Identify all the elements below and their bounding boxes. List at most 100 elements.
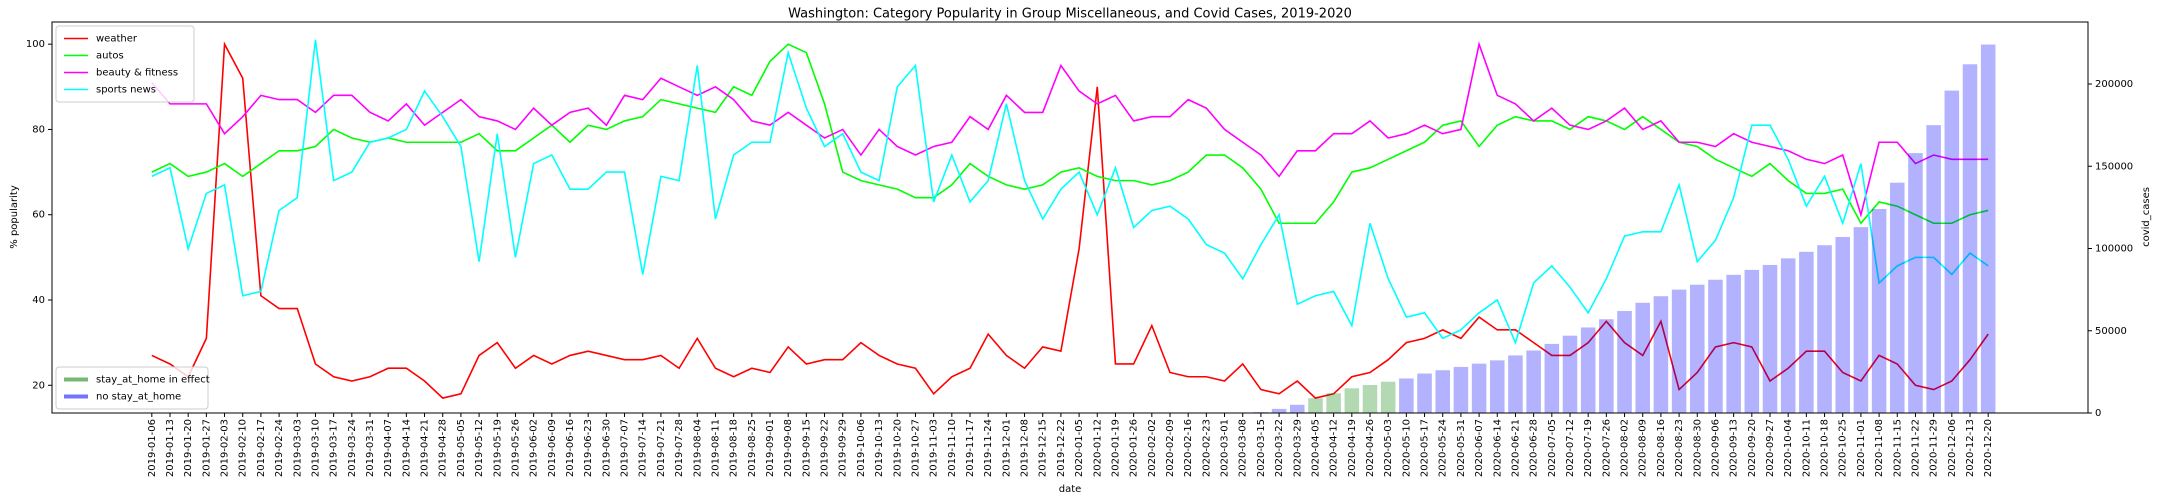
x-tick-label: 2019-04-28 bbox=[438, 419, 449, 477]
x-tick-label: 2019-03-31 bbox=[365, 419, 376, 477]
x-tick-label: 2019-12-08 bbox=[1020, 419, 1031, 477]
x-tick-label: 2019-03-17 bbox=[329, 419, 340, 477]
x-tick-label: 2020-03-08 bbox=[1238, 419, 1249, 477]
x-tick-label: 2019-08-25 bbox=[747, 419, 758, 477]
x-tick-label: 2019-08-18 bbox=[729, 419, 740, 477]
line-series bbox=[151, 41, 1989, 218]
x-tick-label: 2019-07-21 bbox=[656, 419, 667, 477]
bar bbox=[1453, 366, 1469, 413]
y2-axis-label: covid_cases bbox=[2141, 187, 2152, 247]
x-tick-label: 2020-04-19 bbox=[1347, 419, 1358, 477]
x-tick-label: 2020-11-01 bbox=[1856, 419, 1867, 477]
x-tick-label: 2019-02-17 bbox=[256, 419, 267, 477]
x-tick-label: 2019-11-24 bbox=[983, 419, 994, 477]
y2-tick-label: 100000 bbox=[2095, 244, 2133, 255]
chart-title: Washington: Category Popularity in Group… bbox=[788, 7, 1352, 22]
x-tick-label: 2019-06-02 bbox=[529, 419, 540, 477]
x-tick-label: 2020-11-08 bbox=[1874, 419, 1885, 477]
x-tick-label: 2020-06-07 bbox=[1474, 419, 1485, 477]
bar bbox=[1580, 327, 1596, 413]
bar bbox=[1799, 251, 1814, 413]
x-tick-label: 2020-11-29 bbox=[1929, 419, 1940, 477]
x-tick-label: 2020-03-29 bbox=[1292, 419, 1303, 477]
x-tick-label: 2019-09-08 bbox=[783, 419, 794, 477]
x-tick-label: 2019-01-13 bbox=[165, 419, 176, 477]
x-tick-label: 2020-12-13 bbox=[1965, 419, 1976, 477]
x-tick-label: 2020-05-03 bbox=[1383, 419, 1394, 477]
x-tick-label: 2019-11-10 bbox=[947, 419, 958, 477]
plot-area bbox=[151, 39, 1996, 414]
x-tick-label: 2020-08-02 bbox=[1620, 419, 1631, 477]
x-tick-label: 2019-06-09 bbox=[547, 419, 558, 477]
x-tick-label: 2019-05-05 bbox=[456, 419, 467, 477]
bar bbox=[1890, 182, 1905, 413]
x-tick-label: 2019-04-14 bbox=[401, 419, 412, 477]
bar bbox=[1835, 236, 1850, 413]
bar bbox=[1308, 398, 1323, 413]
x-tick-label: 2019-05-26 bbox=[510, 419, 521, 477]
x-tick-label: 2020-10-18 bbox=[1820, 419, 1831, 477]
bar bbox=[1417, 373, 1432, 413]
x-tick-label: 2020-08-30 bbox=[1692, 419, 1703, 477]
bar bbox=[1635, 302, 1650, 413]
bar bbox=[1708, 279, 1723, 413]
x-tick-label: 2020-09-20 bbox=[1747, 419, 1758, 477]
x-tick-label: 2020-04-12 bbox=[1329, 419, 1340, 477]
x-tick-label: 2020-09-06 bbox=[1710, 419, 1721, 477]
bar bbox=[1962, 64, 1978, 413]
x-tick-label: 2020-07-12 bbox=[1565, 419, 1576, 477]
bar bbox=[1471, 363, 1487, 413]
x-tick-label: 2020-10-11 bbox=[1801, 419, 1812, 477]
x-tick-label: 2020-02-16 bbox=[1183, 419, 1194, 477]
bar bbox=[1762, 264, 1778, 413]
x-tick-label: 2019-11-03 bbox=[929, 419, 940, 477]
x-tick-label: 2019-12-01 bbox=[1001, 419, 1012, 477]
y-tick-label: 80 bbox=[32, 124, 45, 135]
x-tick-label: 2019-08-11 bbox=[710, 419, 721, 477]
x-tick-label: 2020-11-22 bbox=[1910, 419, 1921, 477]
x-tick-label: 2020-02-09 bbox=[1165, 419, 1176, 477]
y-axis-label: % popularity bbox=[9, 185, 20, 249]
x-tick-label: 2020-08-23 bbox=[1674, 419, 1685, 477]
y2-tick-label: 200000 bbox=[2095, 79, 2133, 90]
bar bbox=[1490, 360, 1505, 413]
x-tick-label: 2020-05-31 bbox=[1456, 419, 1467, 477]
x-tick-label: 2020-06-14 bbox=[1492, 419, 1503, 477]
bar bbox=[1271, 408, 1287, 413]
y-tick-label: 20 bbox=[32, 380, 45, 391]
x-tick-label: 2020-08-16 bbox=[1656, 419, 1667, 477]
x-tick-label: 2020-05-17 bbox=[1420, 419, 1431, 477]
x-tick-label: 2020-07-19 bbox=[1583, 419, 1594, 477]
bar bbox=[1562, 335, 1578, 413]
x-tick-label: 2019-06-30 bbox=[601, 419, 612, 477]
x-tick-label: 2020-03-22 bbox=[1274, 419, 1285, 477]
axes-frame bbox=[51, 21, 2089, 414]
x-tick-label: 2020-07-26 bbox=[1601, 419, 1612, 477]
bar bbox=[1362, 385, 1378, 413]
bar bbox=[1853, 227, 1869, 413]
x-tick-label: 2019-09-01 bbox=[765, 419, 776, 477]
x-tick-label: 2020-02-02 bbox=[1147, 419, 1158, 477]
x-tick-label: 2019-05-12 bbox=[474, 419, 485, 477]
x-tick-label: 2019-11-17 bbox=[965, 419, 976, 477]
bar bbox=[1326, 393, 1341, 413]
x-tick-label: 2020-02-23 bbox=[1201, 419, 1212, 477]
bar bbox=[1399, 378, 1414, 413]
legend-label: beauty & fitness bbox=[96, 68, 178, 79]
x-tick-label: 2020-09-13 bbox=[1729, 419, 1740, 477]
x-tick-label: 2019-03-03 bbox=[292, 419, 303, 477]
line-series bbox=[151, 41, 1989, 399]
x-tick-label: 2019-08-04 bbox=[692, 419, 703, 477]
bar bbox=[1508, 355, 1523, 413]
x-tick-label: 2019-09-29 bbox=[838, 419, 849, 477]
x-tick-label: 2019-12-22 bbox=[1056, 419, 1067, 477]
x-tick-label: 2019-03-24 bbox=[347, 419, 358, 477]
bar bbox=[1435, 370, 1450, 413]
x-tick-label: 2020-01-19 bbox=[1110, 419, 1121, 477]
x-tick-label: 2020-05-24 bbox=[1438, 419, 1449, 477]
x-tick-label: 2019-06-16 bbox=[565, 419, 576, 477]
x-axis-label: date bbox=[1059, 484, 1082, 495]
x-tick-label: 2019-01-06 bbox=[147, 419, 158, 477]
x-tick-label: 2020-11-15 bbox=[1892, 419, 1903, 477]
bar bbox=[1726, 274, 1741, 413]
